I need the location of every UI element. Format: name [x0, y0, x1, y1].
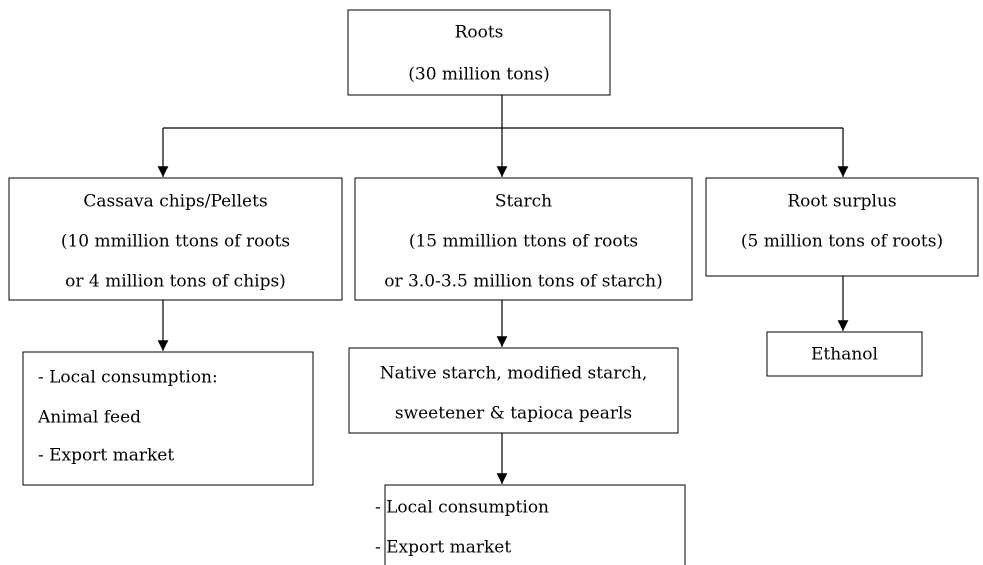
node-label: - Local consumption — [375, 498, 549, 518]
node-label: Starch — [495, 192, 552, 212]
node-box — [22, 351, 314, 486]
node-box — [348, 347, 679, 434]
node-box — [8, 177, 343, 301]
connectors — [157, 95, 849, 484]
node-label: sweetener & tapioca pearls — [395, 404, 632, 424]
node-label: or 3.0-3.5 million tons of starch) — [384, 272, 662, 292]
node-label: - Local consumption: — [38, 368, 218, 388]
node-box — [766, 331, 923, 377]
node-label: or 4 million tons of chips) — [65, 272, 286, 292]
node-label: - Export market — [38, 446, 174, 466]
node-box — [347, 9, 611, 96]
nodes: Roots (30 million tons) Cassava chips/Pell… — [8, 9, 979, 565]
node-label: (5 million tons of roots) — [741, 232, 943, 252]
node-box — [384, 484, 686, 565]
node-label: Ethanol — [811, 345, 878, 365]
node-label: Animal feed — [37, 408, 141, 428]
node-label: Cassava chips/Pellets — [83, 192, 267, 212]
node-label: (10 mmillion ttons of roots — [61, 232, 290, 252]
node-box — [705, 177, 979, 277]
node-label: Root surplus — [787, 192, 896, 212]
node-box — [354, 177, 693, 301]
node-label: Native starch, modified starch, — [380, 364, 648, 384]
node-label: - Export market — [375, 538, 511, 558]
node-label: (30 million tons) — [408, 65, 550, 85]
node-label: (15 mmillion ttons of roots — [409, 232, 638, 252]
node-label: Roots — [455, 23, 504, 43]
